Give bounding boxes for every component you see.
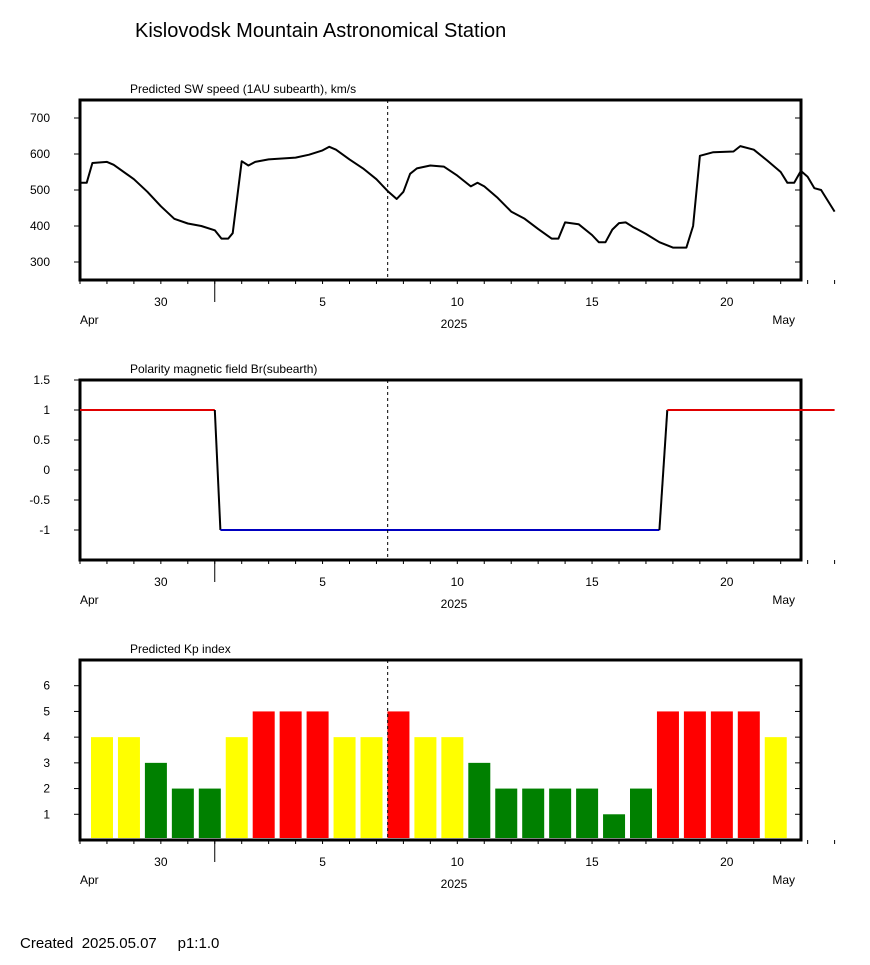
kp-bar	[603, 814, 626, 838]
x-tick-label: 5	[319, 855, 326, 869]
x-tick-label: 5	[319, 295, 326, 309]
year-label: 2025	[441, 317, 468, 331]
panel-polarity: Polarity magnetic field Br(subearth) 1.5 1…	[29, 362, 836, 611]
kp-bar	[252, 711, 275, 838]
created-date: Created 2025.05.07	[20, 935, 157, 952]
x-tick-label: 10	[451, 575, 465, 589]
panel-sw-speed: Predicted SW speed (1AU subearth), km/s 3…	[30, 82, 836, 331]
page-id: p1:1.0	[177, 935, 220, 952]
x-tick-label: 15	[585, 855, 599, 869]
x-tick-label: 30	[154, 295, 168, 309]
month-start-label: Apr	[80, 313, 99, 327]
x-tick-label: 15	[585, 295, 599, 309]
kp-bar	[468, 762, 491, 838]
kp-bar	[683, 711, 706, 838]
kp-bar	[198, 788, 221, 838]
kp-bar	[91, 737, 113, 838]
kp-bar	[360, 737, 383, 838]
y-tick-label: 5	[43, 704, 50, 718]
y-tick-label: 0.5	[33, 433, 50, 447]
y-tick-label: 1.5	[33, 373, 50, 387]
kp-bar	[441, 737, 464, 838]
y-tick-label: 0	[43, 463, 50, 477]
kp-bar	[630, 788, 652, 838]
chart-title: Polarity magnetic field Br(subearth)	[130, 362, 317, 376]
series-line	[213, 409, 222, 531]
kp-bar	[414, 737, 437, 838]
year-label: 2025	[441, 877, 468, 891]
y-tick-label: 4	[43, 730, 50, 744]
month-start-label: Apr	[80, 873, 99, 887]
x-tick-label: 30	[154, 855, 168, 869]
kp-bar	[225, 737, 248, 838]
kp-bar	[764, 737, 787, 838]
series-line	[80, 145, 836, 249]
page-title: Kislovodsk Mountain Astronomical Station	[135, 20, 507, 42]
kp-bar	[387, 711, 410, 838]
y-tick-label: 500	[30, 183, 50, 197]
y-tick-label: 6	[43, 679, 50, 693]
y-tick-label: 2	[43, 782, 50, 796]
y-tick-label: -0.5	[29, 493, 50, 507]
year-label: 2025	[441, 597, 468, 611]
chart-title: Predicted SW speed (1AU subearth), km/s	[130, 82, 356, 96]
y-tick-label: 700	[30, 111, 50, 125]
y-tick-label: 400	[30, 219, 50, 233]
y-tick-label: 300	[30, 255, 50, 269]
x-tick-label: 10	[451, 295, 465, 309]
plot-frame	[78, 378, 803, 562]
x-tick-label: 20	[720, 295, 734, 309]
kp-bar	[576, 788, 599, 838]
kp-bar	[737, 711, 760, 838]
kp-bar	[495, 788, 518, 838]
kp-bar	[656, 711, 679, 838]
series-line	[658, 409, 669, 531]
kp-bar	[306, 711, 329, 838]
y-tick-label: 3	[43, 756, 50, 770]
y-tick-label: 1	[43, 403, 50, 417]
y-tick-label: 1	[43, 807, 50, 821]
panel-kp-index: Predicted Kp index 1 2 3 4 5 6 30 5 10 15 20 Apr 2025…	[43, 642, 836, 891]
x-tick-label: 5	[319, 575, 326, 589]
month-end-label: May	[772, 313, 795, 327]
kp-bar	[279, 711, 302, 838]
x-tick-label: 10	[451, 855, 465, 869]
x-tick-label: 30	[154, 575, 168, 589]
chart-title: Predicted Kp index	[130, 642, 231, 656]
x-tick-label: 20	[720, 575, 734, 589]
x-tick-label: 15	[585, 575, 599, 589]
kp-bar	[710, 711, 733, 838]
month-start-label: Apr	[80, 593, 99, 607]
kp-bar	[171, 788, 194, 838]
y-tick-label: -1	[39, 523, 50, 537]
kp-bar	[333, 737, 356, 838]
y-tick-label: 600	[30, 147, 50, 161]
footer: Created 2025.05.07 p1:1.0	[20, 935, 219, 952]
x-tick-label: 20	[720, 855, 734, 869]
month-end-label: May	[772, 593, 795, 607]
plot-frame	[78, 658, 803, 842]
kp-bar	[144, 762, 167, 838]
month-end-label: May	[772, 873, 795, 887]
plot-frame	[78, 98, 803, 282]
kp-bar	[522, 788, 545, 838]
kp-bar	[117, 737, 140, 838]
kp-bar	[549, 788, 572, 838]
